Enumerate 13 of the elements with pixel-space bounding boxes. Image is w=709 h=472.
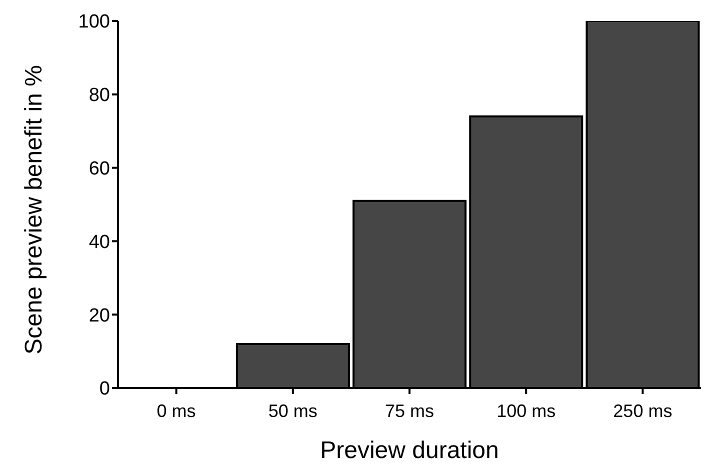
x-tick-label: 250 ms [613, 400, 672, 421]
y-tick-label: 40 [88, 232, 110, 253]
x-tick-label: 75 ms [384, 400, 434, 421]
y-axis-title: Scene preview benefit in % [20, 65, 48, 354]
x-tick-label: 0 ms [156, 400, 196, 421]
y-tick-label: 80 [88, 85, 110, 106]
x-tick-label: 100 ms [496, 400, 556, 421]
y-tick-label: 0 [99, 378, 110, 400]
y-tick-label: 20 [88, 305, 110, 326]
y-tick-label: 100 [78, 12, 110, 33]
x-tick-label: 50 ms [268, 400, 318, 421]
y-tick-label: 60 [88, 158, 110, 180]
x-axis-title: Preview duration [320, 437, 499, 464]
